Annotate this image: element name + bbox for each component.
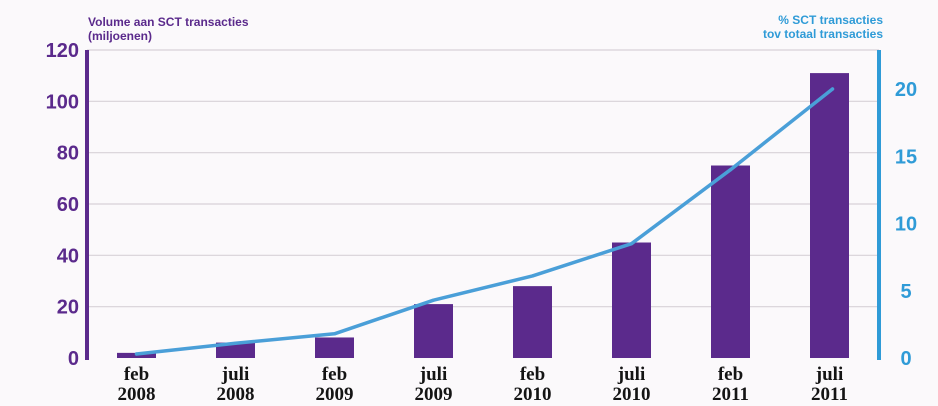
- line-point: [728, 168, 733, 172]
- line-path: [134, 87, 835, 356]
- line-point: [332, 332, 337, 336]
- line-point: [629, 242, 634, 246]
- bar: [414, 304, 453, 358]
- x-tick-label-month: feb: [520, 364, 545, 385]
- x-tick-label-month: juli: [617, 364, 645, 385]
- left-tick-label: 80: [57, 143, 79, 165]
- line-point: [134, 352, 139, 356]
- right-tick-label: 15: [895, 146, 917, 168]
- x-tick-label-year: 2011: [712, 384, 749, 405]
- x-tick-labels: feb2008juli2008feb2009juli2009feb2010jul…: [118, 364, 848, 405]
- bar: [612, 242, 651, 358]
- x-tick-label-month: juli: [221, 364, 249, 385]
- left-tick-label: 100: [46, 91, 79, 113]
- right-tick-label: 5: [900, 281, 911, 303]
- x-tick-label-year: 2011: [811, 384, 848, 405]
- left-axis-title-line-2: (miljoenen): [88, 29, 152, 43]
- left-tick-label: 120: [46, 40, 79, 62]
- x-tick-label-year: 2010: [613, 384, 651, 405]
- right-axis-title-line-2: tov totaal transacties: [763, 27, 883, 41]
- gridlines: [87, 49, 879, 308]
- bar: [216, 342, 255, 358]
- x-tick-label-month: juli: [815, 364, 843, 385]
- x-tick-label-year: 2008: [118, 384, 156, 405]
- x-tick-label-month: juli: [419, 364, 447, 385]
- left-tick-label: 40: [57, 245, 79, 267]
- axes: [85, 50, 881, 360]
- x-tick-label-year: 2008: [217, 384, 255, 405]
- bar-series: [117, 73, 849, 358]
- right-tick-labels: 0 5 10 15 20: [895, 79, 917, 370]
- line-point: [431, 298, 436, 302]
- left-tick-label: 20: [57, 297, 79, 319]
- right-tick-label: 20: [895, 79, 917, 101]
- x-tick-label-year: 2009: [316, 384, 354, 405]
- left-axis-title-line-1: Volume aan SCT transacties: [88, 15, 249, 29]
- x-tick-label-month: feb: [322, 364, 347, 385]
- x-tick-label-month: feb: [718, 364, 743, 385]
- bar: [810, 73, 849, 358]
- x-tick-label-year: 2009: [415, 384, 453, 405]
- bar: [315, 337, 354, 358]
- x-tick-label-month: feb: [124, 364, 149, 385]
- line-point: [830, 87, 835, 91]
- line-point: [530, 274, 535, 278]
- bar: [711, 165, 750, 358]
- x-tick-label-year: 2010: [514, 384, 552, 405]
- left-tick-label: 60: [57, 194, 79, 216]
- bar: [513, 286, 552, 358]
- right-tick-label: 10: [895, 214, 917, 236]
- right-axis-title-line-1: % SCT transacties: [778, 13, 883, 27]
- line-series: [134, 87, 835, 356]
- right-tick-label: 0: [900, 348, 911, 370]
- left-tick-labels: 0 20 40 60 80 100 120: [46, 40, 79, 370]
- line-point: [233, 341, 238, 345]
- left-tick-label: 0: [68, 348, 79, 370]
